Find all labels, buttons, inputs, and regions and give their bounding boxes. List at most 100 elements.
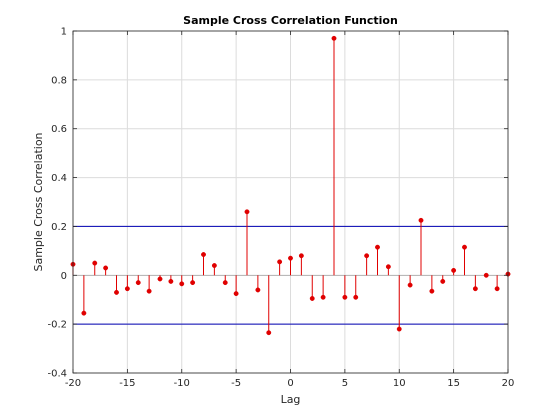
y-tick-label: 0.6	[51, 124, 67, 135]
x-tick-label: 15	[447, 378, 460, 389]
stem-point	[114, 289, 119, 295]
stem-point	[244, 209, 250, 215]
stem-point	[103, 265, 109, 271]
stem-point	[483, 272, 489, 278]
stem-point	[375, 244, 380, 250]
stem-point	[364, 253, 370, 259]
stem-mark	[288, 255, 293, 276]
stem-point	[190, 280, 196, 286]
stem-mark	[211, 263, 217, 276]
grid-lines	[72, 30, 509, 374]
stem-mark	[244, 209, 250, 276]
stem-mark	[462, 244, 467, 276]
stem-mark	[135, 275, 141, 286]
stem-mark	[375, 244, 380, 276]
stem-mark	[451, 267, 457, 276]
stem-mark	[124, 275, 130, 292]
x-tick-label: 0	[287, 378, 293, 389]
stem-point	[353, 294, 359, 300]
y-tick-label: 0.4	[51, 173, 67, 184]
stem-point	[255, 287, 261, 293]
x-tick-label: 5	[342, 378, 348, 389]
stem-mark	[157, 275, 163, 282]
stem-mark	[179, 275, 185, 287]
stem-point	[320, 294, 326, 300]
stem-point	[157, 276, 163, 282]
x-tick-label: -20	[65, 378, 81, 389]
stem-mark	[277, 259, 283, 276]
y-axis-label: Sample Cross Correlation	[32, 132, 45, 271]
stem-point	[331, 35, 337, 41]
stem-point	[298, 253, 304, 259]
stem-mark	[353, 275, 359, 300]
stem-mark	[266, 275, 272, 336]
stem-point	[266, 330, 272, 336]
stem-point	[201, 252, 206, 257]
stem-point	[222, 280, 228, 286]
stem-point	[309, 296, 315, 301]
stem-mark	[309, 275, 315, 301]
confidence-bounds	[73, 225, 508, 325]
stem-mark	[222, 275, 228, 286]
stem-mark	[472, 275, 478, 292]
y-axis-ticks: -0.4 -0.2 0 0.2 0.4 0.6 0.8 1	[47, 27, 508, 380]
stem-point	[462, 244, 467, 250]
stem-point	[168, 278, 174, 284]
stem-point	[407, 282, 413, 288]
stem-mark	[396, 275, 402, 332]
stem-mark	[298, 253, 304, 276]
stem-point	[211, 263, 217, 268]
x-tick-label: 20	[502, 378, 515, 389]
stem-mark	[429, 275, 435, 294]
x-axis-label: Lag	[281, 393, 301, 406]
stem-point	[429, 288, 435, 294]
y-tick-label: 1	[61, 27, 67, 38]
stem-mark	[233, 275, 239, 297]
stem-point	[135, 280, 141, 286]
stem-mark	[342, 275, 348, 300]
stem-series	[70, 35, 511, 336]
stem-point	[288, 255, 293, 261]
stem-point	[124, 286, 130, 292]
stem-mark	[440, 275, 446, 284]
stem-point	[233, 291, 239, 297]
stem-mark	[483, 272, 489, 278]
stem-point	[179, 281, 185, 287]
x-axis-ticks: -20 -15 -10 -5 0 5 10 15 20	[65, 31, 515, 389]
stem-mark	[494, 275, 500, 292]
stem-mark	[146, 275, 152, 294]
stem-point	[494, 286, 500, 292]
x-tick-label: 10	[393, 378, 406, 389]
stem-mark	[364, 253, 370, 276]
stem-point	[396, 326, 402, 332]
stem-point	[451, 267, 457, 273]
stem-mark	[331, 35, 337, 276]
stem-mark	[418, 217, 424, 276]
stem-point	[440, 278, 446, 284]
y-tick-label: 0	[61, 271, 67, 282]
x-tick-label: -5	[231, 378, 241, 389]
stem-point	[277, 259, 283, 265]
x-tick-label: -15	[119, 378, 135, 389]
stem-point	[81, 310, 87, 316]
stem-point	[472, 286, 478, 292]
stem-mark	[114, 275, 119, 295]
stem-point	[342, 294, 348, 300]
chart-title: Sample Cross Correlation Function	[183, 14, 398, 27]
stem-mark	[190, 275, 196, 286]
stem-point	[92, 260, 98, 266]
stem-mark	[255, 275, 261, 293]
stem-mark	[103, 265, 109, 276]
stem-point	[385, 264, 391, 270]
y-tick-label: 0.8	[51, 75, 67, 86]
x-tick-label: -10	[174, 378, 190, 389]
y-tick-label: 0.2	[51, 222, 67, 233]
stem-mark	[81, 275, 87, 316]
stem-mark	[168, 275, 174, 284]
stem-mark	[92, 260, 98, 276]
y-tick-label: -0.2	[47, 320, 67, 331]
y-tick-label: -0.4	[47, 369, 67, 380]
stem-point	[418, 217, 424, 223]
stem-point	[146, 288, 152, 294]
